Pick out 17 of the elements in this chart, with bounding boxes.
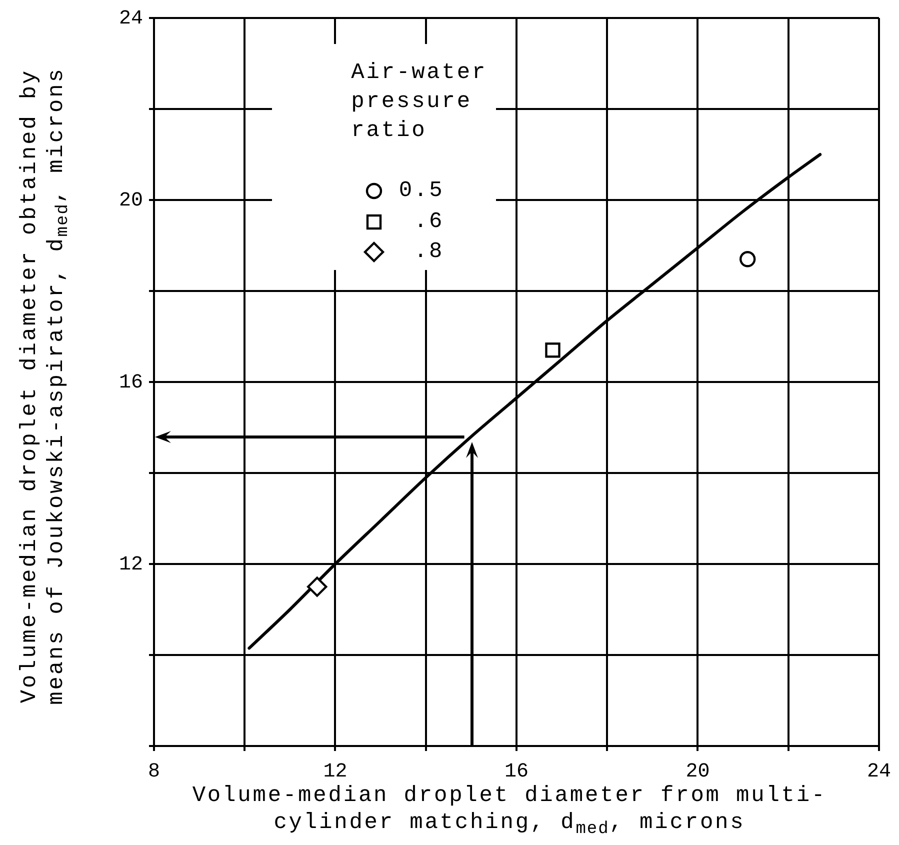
y-tick-label: 16 — [118, 371, 143, 394]
point — [545, 342, 560, 358]
x-tick-label: 20 — [686, 760, 710, 784]
legend-title: Air-water pressure ratio — [351, 59, 488, 146]
point — [307, 576, 328, 597]
x-axis-title: Volume-median droplet diameter from multi-cylinder matching, d$_{med}$, microns — [191, 782, 828, 839]
point — [739, 251, 756, 268]
x-tick-label: 12 — [323, 760, 348, 784]
x-tick-label: 16 — [504, 760, 529, 784]
x-tick-label: 24 — [866, 760, 892, 784]
y-tick-label: 20 — [118, 189, 143, 212]
legend-label: .6 — [414, 208, 444, 236]
legend-label: 0.5 — [398, 177, 444, 206]
x-tick-label: 8 — [148, 760, 160, 784]
y-tick-label: 12 — [118, 553, 143, 576]
legend-label: .8 — [414, 238, 444, 266]
y-tick-label: 24 — [118, 7, 143, 30]
